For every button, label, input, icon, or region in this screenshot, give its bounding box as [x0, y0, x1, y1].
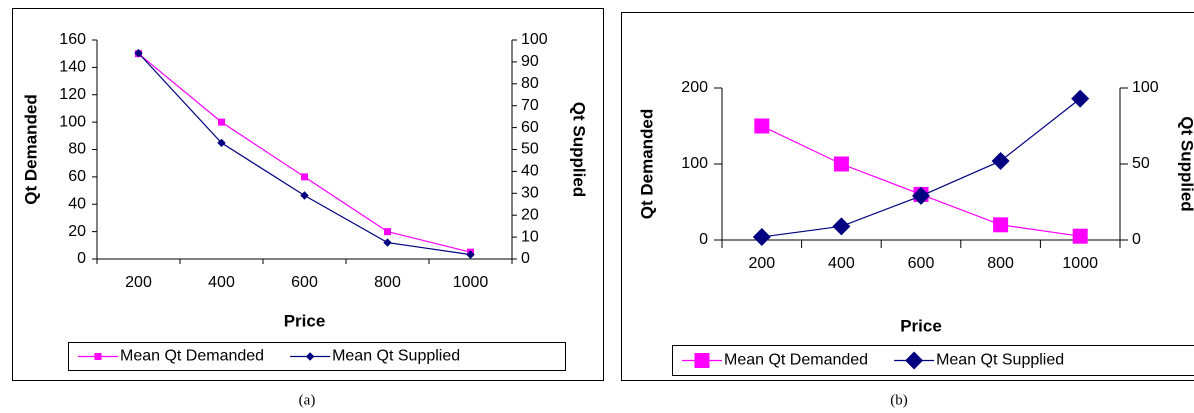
- y-tick-label: 200: [681, 79, 708, 96]
- legend-label: Mean Qt Demanded: [724, 352, 868, 369]
- x-tick-label: 200: [125, 274, 152, 291]
- y-tick-label: 0: [77, 250, 86, 267]
- data-point: [466, 250, 475, 259]
- legend-label: Mean Qt Supplied: [936, 352, 1064, 369]
- y2-tick-label: 40: [521, 163, 539, 180]
- y-axis-label: Qt Demanded: [21, 94, 40, 205]
- legend-marker: [305, 352, 315, 361]
- chart-frame: [12, 8, 604, 381]
- series-line: [761, 98, 1081, 238]
- x-tick-label: 800: [987, 255, 1014, 272]
- y-tick-label: 160: [59, 31, 86, 48]
- y2-tick-label: 50: [521, 141, 539, 158]
- y-tick-label: 80: [68, 141, 86, 158]
- y2-tick-label: 70: [521, 97, 539, 114]
- data-point: [218, 118, 225, 126]
- y-tick-label: 100: [681, 155, 708, 172]
- y-tick-label: 140: [59, 59, 86, 76]
- data-point: [134, 48, 143, 58]
- data-point: [754, 118, 770, 134]
- caption: (a): [299, 392, 316, 408]
- y-tick-label: 100: [59, 113, 86, 130]
- legend-label: Mean Qt Supplied: [332, 348, 460, 365]
- x-tick-label: 600: [908, 255, 935, 272]
- y2-tick-label: 50: [1132, 155, 1150, 172]
- data-point: [1072, 228, 1088, 244]
- data-point: [752, 227, 771, 246]
- data-point: [217, 138, 226, 148]
- x-axis-label: Price: [284, 311, 326, 330]
- y2-tick-label: 100: [521, 31, 548, 48]
- data-point: [301, 173, 308, 181]
- y-tick-label: 20: [68, 223, 86, 240]
- data-point: [912, 186, 930, 205]
- data-point: [1071, 89, 1090, 108]
- y2-axis-label: Qt Supplied: [570, 102, 589, 197]
- y2-tick-label: 60: [521, 119, 539, 136]
- legend-label: Mean Qt Demanded: [120, 348, 264, 365]
- data-point: [383, 238, 392, 247]
- data-point: [300, 191, 309, 200]
- legend-box: [672, 345, 1194, 376]
- series-line: [761, 125, 1081, 237]
- x-tick-label: 1000: [1062, 255, 1098, 272]
- chart-frame: [621, 12, 1194, 381]
- y-tick-label: 0: [699, 231, 708, 248]
- data-point: [991, 151, 1010, 170]
- caption: (b): [890, 392, 908, 408]
- y2-tick-label: 90: [521, 53, 539, 70]
- y2-tick-label: 80: [521, 75, 539, 92]
- y2-tick-label: 0: [521, 250, 530, 267]
- y2-tick-label: 0: [1132, 231, 1141, 248]
- y2-tick-label: 100: [1132, 79, 1159, 96]
- y-tick-label: 120: [59, 86, 86, 103]
- x-axis-label: Price: [900, 316, 942, 335]
- data-point: [993, 217, 1009, 233]
- x-tick-label: 400: [208, 274, 235, 291]
- y2-axis-label: Qt Supplied: [1178, 116, 1194, 211]
- y2-tick-label: 20: [521, 206, 539, 223]
- x-tick-label: 800: [374, 274, 401, 291]
- x-tick-label: 400: [828, 255, 855, 272]
- legend-box: [68, 342, 566, 371]
- y-tick-label: 60: [68, 168, 86, 185]
- legend-marker: [905, 351, 924, 370]
- y2-tick-label: 30: [521, 185, 539, 202]
- y2-tick-label: 10: [521, 228, 539, 245]
- x-tick-label: 200: [748, 255, 775, 272]
- data-point: [832, 217, 851, 236]
- y-tick-label: 40: [68, 195, 86, 212]
- data-point: [384, 228, 391, 236]
- series-line: [138, 52, 471, 256]
- data-point: [833, 156, 849, 172]
- x-tick-label: 1000: [453, 274, 489, 291]
- y-axis-label: Qt Demanded: [637, 109, 656, 220]
- series-line: [138, 53, 471, 253]
- legend-marker: [694, 353, 710, 368]
- x-tick-label: 600: [291, 274, 318, 291]
- legend-marker: [94, 353, 102, 360]
